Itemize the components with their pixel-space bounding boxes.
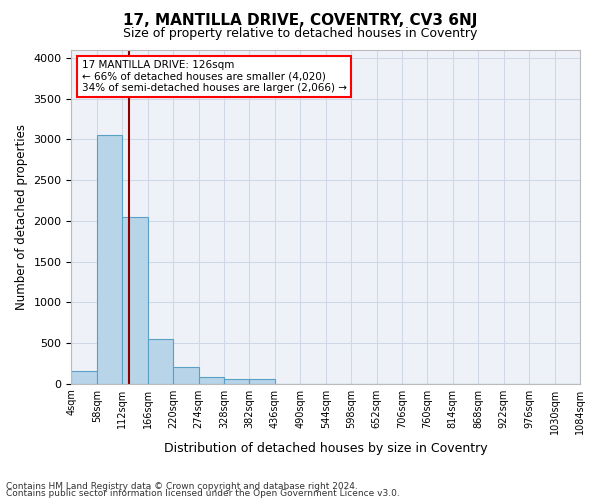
Bar [122,217,148,384]
Text: 17 MANTILLA DRIVE: 126sqm
← 66% of detached houses are smaller (4,020)
34% of se: 17 MANTILLA DRIVE: 126sqm ← 66% of detac… [82,60,347,93]
Bar [148,339,173,384]
X-axis label: Distribution of detached houses by size in Coventry: Distribution of detached houses by size … [164,442,488,455]
Text: Contains HM Land Registry data © Crown copyright and database right 2024.: Contains HM Land Registry data © Crown c… [6,482,358,491]
Bar [71,372,97,384]
Bar [97,136,122,384]
Bar [250,380,275,384]
Y-axis label: Number of detached properties: Number of detached properties [15,124,28,310]
Bar [199,378,224,384]
Text: 17, MANTILLA DRIVE, COVENTRY, CV3 6NJ: 17, MANTILLA DRIVE, COVENTRY, CV3 6NJ [123,12,477,28]
Bar [173,368,199,384]
Bar [224,379,250,384]
Text: Contains public sector information licensed under the Open Government Licence v3: Contains public sector information licen… [6,490,400,498]
Text: Size of property relative to detached houses in Coventry: Size of property relative to detached ho… [123,28,477,40]
